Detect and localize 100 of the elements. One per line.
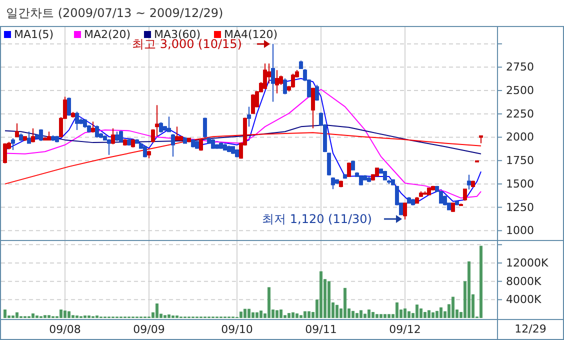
- candlestick: [471, 180, 475, 188]
- candlestick: [351, 160, 355, 171]
- line-series: [4, 124, 482, 154]
- candlestick: [367, 176, 371, 183]
- bar: [388, 314, 390, 318]
- x-tick-label: 09/10: [221, 323, 253, 336]
- candlestick: [55, 135, 59, 143]
- bar: [308, 311, 310, 318]
- candlestick: [227, 145, 231, 153]
- y-tick-label: 1250: [506, 200, 534, 214]
- candlestick: [119, 130, 123, 143]
- candlestick: [67, 97, 71, 116]
- candlestick: [31, 128, 35, 143]
- bar: [16, 312, 18, 318]
- bar: [380, 314, 382, 318]
- y-tick-label: 4000K: [506, 293, 542, 306]
- candlestick: [419, 190, 423, 198]
- legend-label: MA2(20): [84, 28, 131, 41]
- bar: [280, 310, 282, 318]
- candlestick: [251, 94, 255, 114]
- candlestick: [219, 142, 223, 150]
- bar: [320, 271, 322, 318]
- candlestick: [331, 176, 335, 190]
- bar: [452, 296, 454, 318]
- bar: [404, 308, 406, 318]
- bar: [364, 314, 366, 318]
- candlestick: [415, 196, 419, 204]
- annotation: 최저 1,120 (11/30): [262, 212, 372, 226]
- candlestick: [35, 133, 39, 140]
- bar: [64, 310, 66, 318]
- bar: [416, 304, 418, 318]
- candlestick: [403, 202, 407, 220]
- candlestick: [275, 70, 279, 94]
- candlestick: [171, 133, 175, 158]
- candlestick: [235, 148, 239, 158]
- bar: [424, 312, 426, 318]
- bar: [356, 313, 358, 318]
- candlestick: [375, 167, 379, 177]
- bar: [4, 310, 6, 318]
- candlestick: [479, 135, 483, 144]
- bar: [164, 315, 166, 318]
- bar: [376, 314, 378, 318]
- candlestick: [167, 116, 171, 133]
- y-tick-label: 12000K: [506, 256, 549, 270]
- candlestick: [95, 125, 99, 138]
- candlestick: [27, 131, 31, 144]
- bar: [252, 312, 254, 318]
- candlestick: [463, 188, 467, 202]
- candlestick: [75, 111, 79, 130]
- candlestick: [51, 134, 55, 142]
- candlestick: [15, 122, 19, 138]
- candlestick: [23, 136, 27, 142]
- line-series: [4, 132, 482, 184]
- candlestick: [299, 60, 303, 70]
- y-tick-label: 1750: [506, 154, 534, 168]
- candlestick: [39, 128, 43, 142]
- bar: [260, 310, 262, 318]
- bar: [44, 315, 46, 318]
- candlestick: [191, 138, 195, 148]
- bar: [368, 310, 370, 318]
- x-tick-label: 09/11: [305, 323, 337, 336]
- y-tick-label: 1000: [506, 224, 534, 238]
- y-tick-label: 2750: [506, 60, 534, 74]
- bar: [248, 308, 250, 318]
- candlestick: [271, 43, 275, 102]
- bar: [420, 308, 422, 318]
- x-tick-label: 09/08: [49, 323, 81, 336]
- bar: [156, 303, 158, 318]
- candlestick: [107, 138, 111, 156]
- bar: [432, 312, 434, 318]
- candlestick: [283, 78, 287, 95]
- candlestick: [111, 128, 115, 145]
- candlestick: [223, 143, 227, 151]
- bar: [408, 311, 410, 318]
- candlestick: [467, 174, 471, 190]
- candlestick: [263, 63, 267, 90]
- candlestick: [347, 162, 351, 178]
- text: 12/29: [514, 322, 546, 336]
- candlestick: [339, 180, 343, 188]
- candlestick: [115, 131, 119, 142]
- candlestick: [391, 178, 395, 186]
- candlestick: [327, 152, 331, 176]
- candlestick: [183, 136, 187, 144]
- bar: [292, 312, 294, 318]
- bar: [244, 308, 246, 318]
- bar: [296, 313, 298, 318]
- bar: [72, 315, 74, 318]
- chart-title: 일간차트 (2009/07/13 ~ 2009/12/29): [6, 6, 224, 20]
- bar: [168, 314, 170, 318]
- candlestick: [423, 190, 427, 196]
- bar: [276, 310, 278, 318]
- candlestick: [443, 195, 447, 206]
- bar: [428, 310, 430, 318]
- candlestick: [195, 140, 199, 150]
- y-tick-label: 2250: [506, 107, 534, 120]
- x-tick-label: 09/12: [389, 323, 421, 336]
- candlestick: [147, 150, 151, 159]
- candlestick: [91, 121, 95, 134]
- candlestick: [131, 138, 135, 148]
- candlestick: [427, 187, 431, 196]
